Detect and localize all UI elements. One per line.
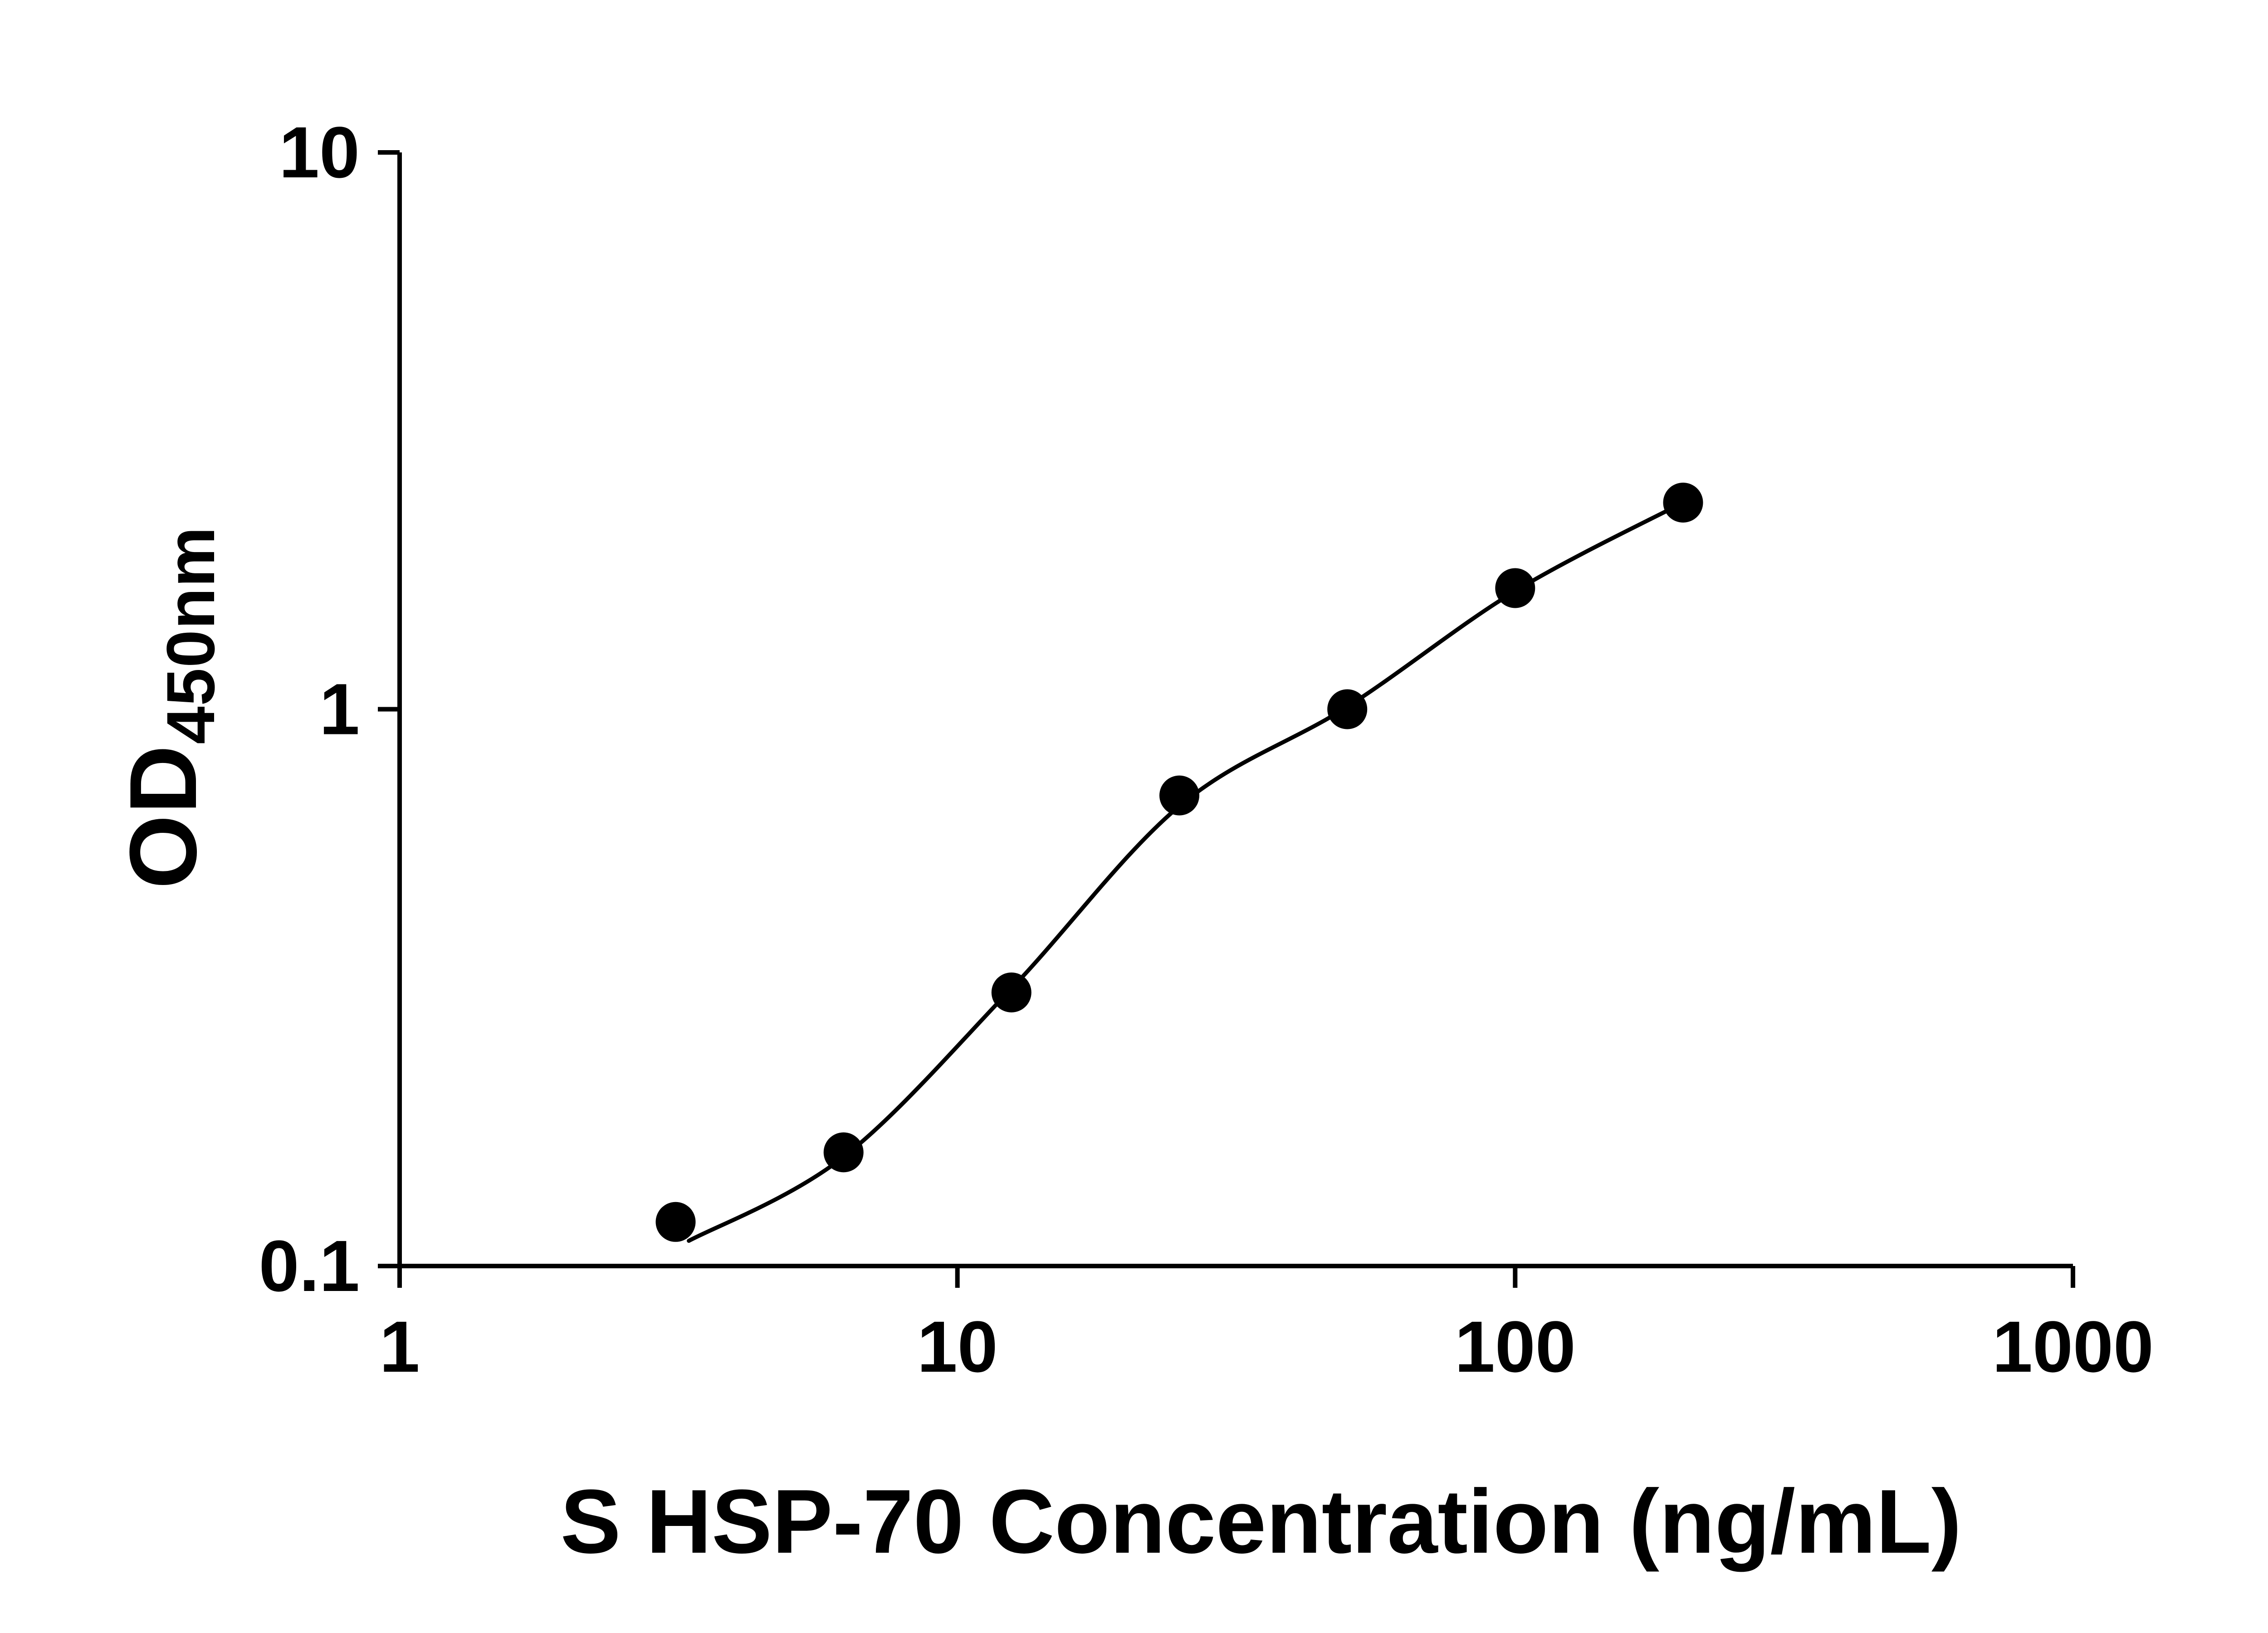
x-tick-label: 1 bbox=[380, 1306, 420, 1387]
data-point bbox=[1663, 483, 1703, 523]
y-tick-label: 0.1 bbox=[259, 1225, 360, 1306]
y-axis-title: OD450nm bbox=[108, 526, 229, 889]
x-tick-label: 1000 bbox=[1992, 1306, 2154, 1387]
axes-group bbox=[378, 150, 2075, 1288]
y-tick-label: 10 bbox=[279, 112, 360, 193]
data-point bbox=[1159, 775, 1199, 816]
y-axis-title-subscript: 450nm bbox=[152, 526, 229, 744]
data-point bbox=[991, 972, 1031, 1012]
data-point bbox=[1495, 568, 1535, 608]
x-axis-title: S HSP-70 Concentration (ng/mL) bbox=[560, 1471, 1962, 1572]
data-point bbox=[823, 1132, 864, 1173]
y-tick-label: 1 bbox=[319, 669, 360, 750]
axis-frame bbox=[397, 152, 2073, 1268]
x-tick-label: 100 bbox=[1455, 1306, 1576, 1387]
data-point bbox=[1327, 689, 1368, 729]
curve-group bbox=[687, 500, 1685, 1243]
x-tick-label: 10 bbox=[917, 1306, 998, 1387]
fit-curve-line bbox=[687, 500, 1685, 1243]
y-axis-title-text: OD bbox=[110, 744, 216, 889]
points-group bbox=[655, 483, 1703, 1242]
data-point bbox=[655, 1202, 696, 1242]
